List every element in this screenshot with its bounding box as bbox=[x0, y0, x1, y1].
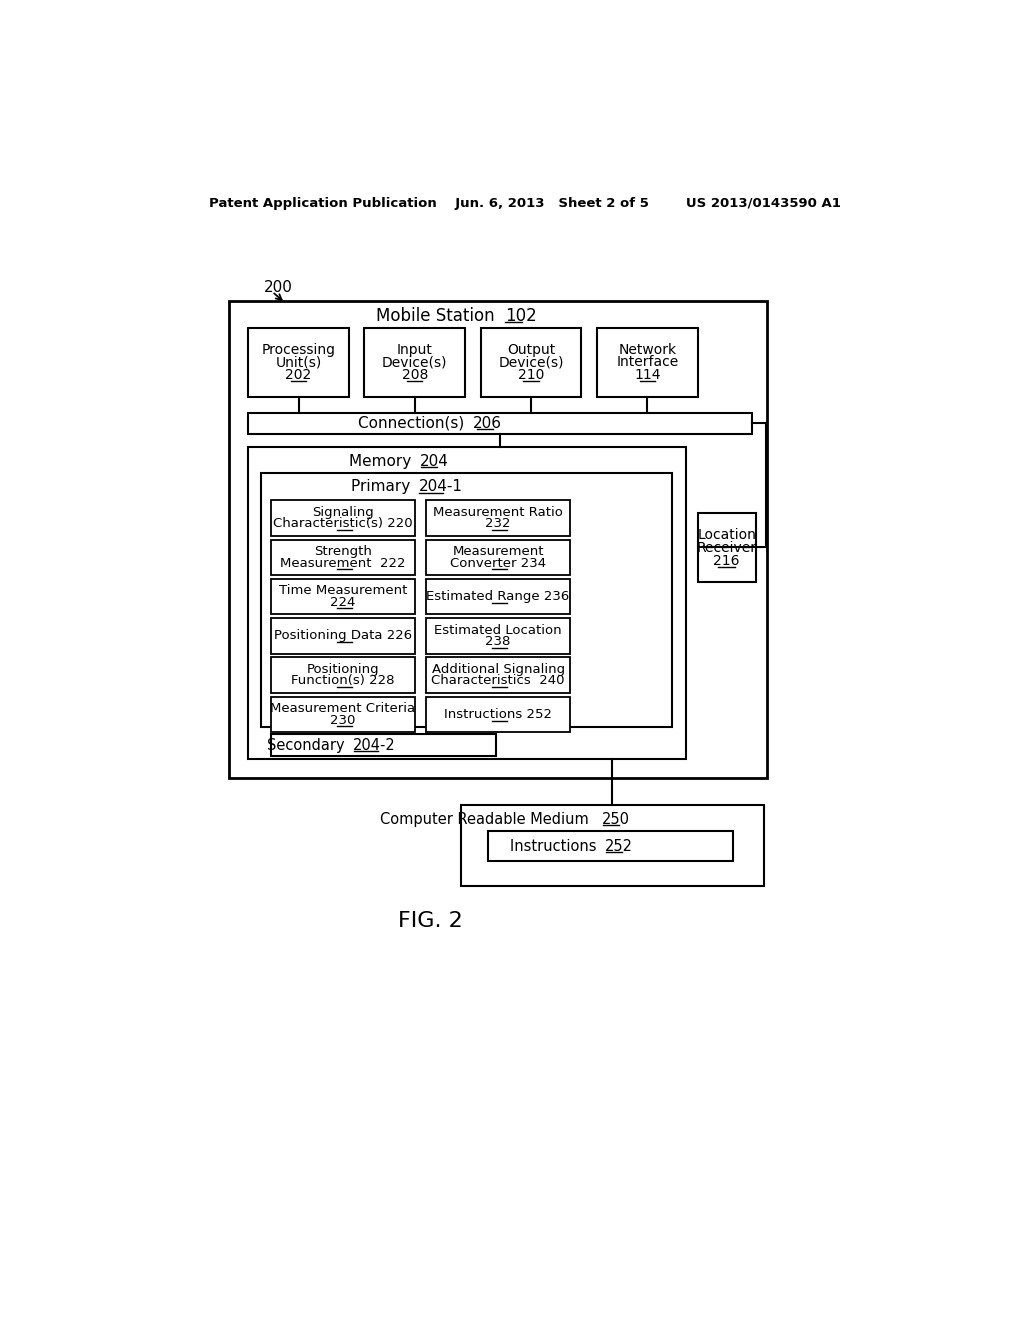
Text: Instructions: Instructions bbox=[510, 838, 601, 854]
Text: Processing: Processing bbox=[261, 343, 336, 358]
Bar bbox=[426, 578, 569, 614]
Text: Mobile Station: Mobile Station bbox=[376, 308, 500, 325]
Text: Connection(s): Connection(s) bbox=[357, 416, 469, 430]
Bar bbox=[271, 618, 415, 653]
Text: Input: Input bbox=[397, 343, 433, 358]
Bar bbox=[271, 697, 415, 733]
Text: 252: 252 bbox=[605, 838, 633, 854]
Text: Location: Location bbox=[697, 528, 756, 543]
Bar bbox=[248, 327, 349, 397]
Bar bbox=[261, 473, 672, 726]
Text: Interface: Interface bbox=[616, 355, 678, 370]
Text: Converter 234: Converter 234 bbox=[450, 557, 546, 569]
Bar bbox=[365, 327, 465, 397]
Bar bbox=[228, 301, 767, 779]
Text: Network: Network bbox=[618, 343, 676, 358]
Text: 114: 114 bbox=[634, 368, 660, 381]
Text: Measurement  222: Measurement 222 bbox=[281, 557, 406, 569]
Text: 102: 102 bbox=[505, 308, 537, 325]
Text: Time Measurement: Time Measurement bbox=[279, 585, 408, 597]
Text: Measurement Criteria: Measurement Criteria bbox=[270, 702, 416, 715]
Text: Unit(s): Unit(s) bbox=[275, 355, 322, 370]
Text: 204: 204 bbox=[420, 454, 450, 469]
Text: Estimated Location: Estimated Location bbox=[434, 623, 562, 636]
Text: Output: Output bbox=[507, 343, 555, 358]
Bar bbox=[426, 500, 569, 536]
Text: Characteristics  240: Characteristics 240 bbox=[431, 675, 565, 688]
Text: Characteristic(s) 220: Characteristic(s) 220 bbox=[273, 517, 413, 531]
Bar bbox=[271, 734, 496, 756]
Bar bbox=[271, 540, 415, 576]
Bar bbox=[488, 830, 732, 862]
Bar bbox=[426, 657, 569, 693]
Text: Patent Application Publication    Jun. 6, 2013   Sheet 2 of 5        US 2013/014: Patent Application Publication Jun. 6, 2… bbox=[209, 197, 841, 210]
Bar bbox=[461, 805, 764, 886]
Text: 210: 210 bbox=[518, 368, 544, 381]
Text: Strength: Strength bbox=[314, 545, 372, 558]
Text: Function(s) 228: Function(s) 228 bbox=[291, 675, 395, 688]
Text: 206: 206 bbox=[473, 416, 502, 430]
Bar bbox=[271, 657, 415, 693]
Bar bbox=[248, 447, 686, 759]
Text: 230: 230 bbox=[331, 714, 355, 726]
Text: Estimated Range 236: Estimated Range 236 bbox=[426, 590, 569, 603]
Bar bbox=[697, 512, 756, 582]
Bar bbox=[426, 697, 569, 733]
Text: Receiver: Receiver bbox=[696, 541, 757, 554]
Bar bbox=[248, 412, 752, 434]
Text: Device(s): Device(s) bbox=[499, 355, 564, 370]
Bar bbox=[271, 500, 415, 536]
Text: 232: 232 bbox=[485, 517, 511, 531]
Bar bbox=[426, 618, 569, 653]
Text: Measurement Ratio: Measurement Ratio bbox=[433, 506, 563, 519]
Text: Memory: Memory bbox=[349, 454, 417, 469]
Text: Primary: Primary bbox=[350, 479, 415, 494]
Text: 208: 208 bbox=[401, 368, 428, 381]
Text: Computer Readable Medium: Computer Readable Medium bbox=[381, 812, 598, 826]
Text: Secondary: Secondary bbox=[266, 738, 349, 752]
Bar bbox=[271, 578, 415, 614]
Bar bbox=[426, 540, 569, 576]
Text: Positioning Data 226: Positioning Data 226 bbox=[274, 630, 412, 643]
Text: Measurement: Measurement bbox=[453, 545, 544, 558]
Text: Device(s): Device(s) bbox=[382, 355, 447, 370]
Text: FIG. 2: FIG. 2 bbox=[398, 911, 463, 931]
Bar bbox=[480, 327, 582, 397]
Text: Positioning: Positioning bbox=[307, 663, 379, 676]
Text: 202: 202 bbox=[286, 368, 311, 381]
Bar bbox=[597, 327, 697, 397]
Text: 238: 238 bbox=[485, 635, 511, 648]
Text: 224: 224 bbox=[331, 595, 355, 609]
Text: Additional Signaling: Additional Signaling bbox=[431, 663, 564, 676]
Text: 204-1: 204-1 bbox=[419, 479, 463, 494]
Text: 200: 200 bbox=[263, 280, 293, 296]
Text: 250: 250 bbox=[602, 812, 631, 826]
Text: 204-2: 204-2 bbox=[352, 738, 395, 752]
Text: Signaling: Signaling bbox=[312, 506, 374, 519]
Text: 216: 216 bbox=[714, 554, 740, 568]
Text: Instructions 252: Instructions 252 bbox=[444, 708, 552, 721]
